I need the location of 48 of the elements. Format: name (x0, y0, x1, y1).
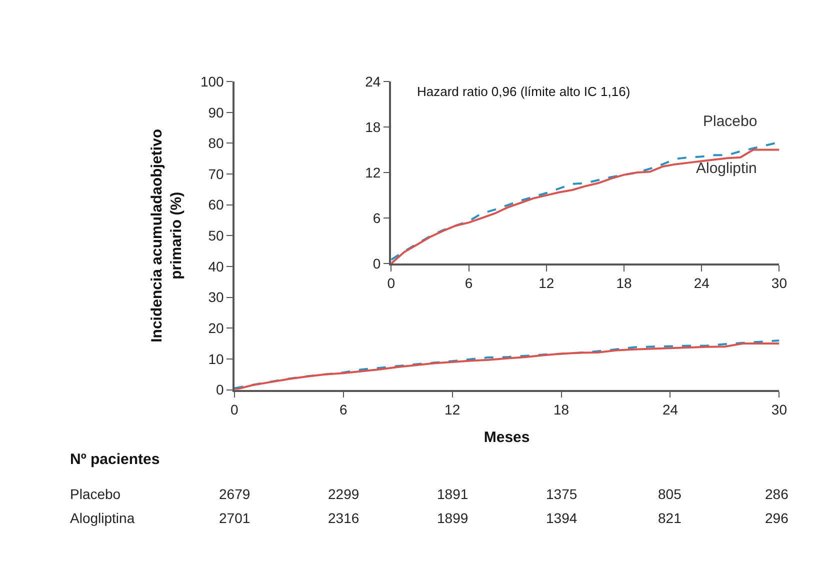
text: 2701 (219, 510, 250, 526)
y-tick-label: 30 (208, 289, 224, 306)
x-tick-label: 12 (444, 401, 460, 418)
x-tick-label: 30 (771, 275, 788, 292)
y-tick-label: 10 (208, 350, 224, 367)
chart-title: Hazard ratio 0,96 (límite alto IC 1,16) (417, 84, 630, 99)
text: 805 (658, 486, 682, 502)
x-tick-label: 0 (387, 275, 396, 292)
y-tick-label: 100 (200, 73, 224, 90)
text: 2299 (328, 486, 360, 502)
y-tick-label: 70 (208, 166, 224, 182)
text: 1891 (437, 486, 468, 502)
y-tick-label: 90 (208, 104, 224, 120)
y-tick-label: 0 (216, 382, 224, 398)
x-tick-label: 18 (553, 401, 570, 418)
x-tick-label: 12 (538, 275, 554, 292)
x-tick-label: 30 (771, 401, 788, 418)
series-label: Placebo (703, 113, 758, 130)
y-tick-label: 20 (208, 320, 224, 336)
text: 1375 (546, 486, 578, 502)
y-tick-label: 24 (365, 73, 381, 90)
x-tick-label: 6 (339, 401, 348, 418)
y-tick-label: 40 (208, 258, 224, 274)
x-tick-label: 18 (616, 275, 632, 292)
y-tick-label: 60 (208, 196, 224, 213)
text: 1899 (437, 510, 468, 526)
y-tick-label: 12 (365, 164, 381, 180)
text: 2316 (328, 510, 360, 526)
x-tick-label: 0 (230, 401, 238, 418)
y-tick-label: 80 (208, 135, 224, 152)
x-tick-label: 24 (662, 401, 678, 418)
x-tick-label: 6 (464, 275, 473, 292)
text: Placebo (70, 486, 121, 502)
x-tick-label: 24 (694, 275, 710, 292)
y-tick-label: 6 (372, 210, 381, 226)
x-axis-title: Meses (484, 428, 530, 446)
text: 2679 (219, 486, 250, 502)
text: 821 (658, 510, 682, 526)
text: 286 (765, 486, 789, 502)
text: Nº pacientes (70, 451, 160, 468)
text: 296 (765, 510, 789, 526)
y-axis-title: Incidencia acumuladaobjetivo primario (%) (148, 128, 186, 342)
y-tick-label: 50 (208, 228, 224, 244)
series-label: Alogliptin (696, 160, 757, 177)
y-tick-label: 0 (372, 255, 381, 272)
text: Alogliptina (70, 510, 135, 526)
y-tick-label: 18 (365, 118, 381, 135)
text: 1394 (546, 510, 578, 526)
